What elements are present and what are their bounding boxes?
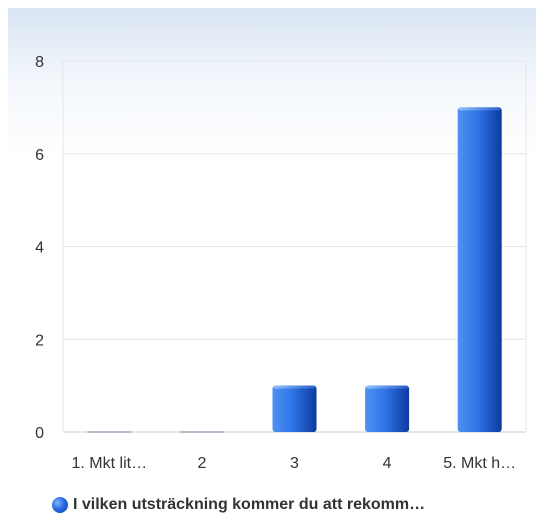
bar-highlight (459, 107, 501, 110)
y-tick-label: 4 (35, 240, 44, 257)
bar-3[interactable] (273, 386, 317, 432)
gridlines (63, 61, 526, 432)
y-tick-label: 6 (35, 147, 44, 164)
bar-4[interactable] (365, 386, 409, 432)
legend[interactable]: I vilken utsträckning kommer du att reko… (52, 494, 425, 516)
bar-highlight (366, 386, 408, 389)
x-tick-label: 5. Mkt h… (443, 455, 516, 472)
x-tick-label: 4 (383, 455, 392, 472)
bar-5[interactable] (458, 107, 502, 432)
x-tick-label: 2 (197, 455, 206, 472)
x-tick-label: 3 (290, 455, 299, 472)
bars (87, 107, 501, 432)
legend-swatch-icon (52, 497, 68, 513)
y-tick-label: 2 (35, 332, 44, 349)
legend-label: I vilken utsträckning kommer du att reko… (73, 496, 425, 514)
bar-highlight (274, 386, 316, 389)
x-axis: 1. Mkt lit… 2 3 4 5. Mkt h… (72, 455, 517, 472)
y-axis: 0 2 4 6 8 (35, 54, 44, 442)
y-tick-label: 8 (35, 54, 44, 71)
y-tick-label: 0 (35, 425, 44, 442)
x-tick-label: 1. Mkt lit… (72, 455, 148, 472)
